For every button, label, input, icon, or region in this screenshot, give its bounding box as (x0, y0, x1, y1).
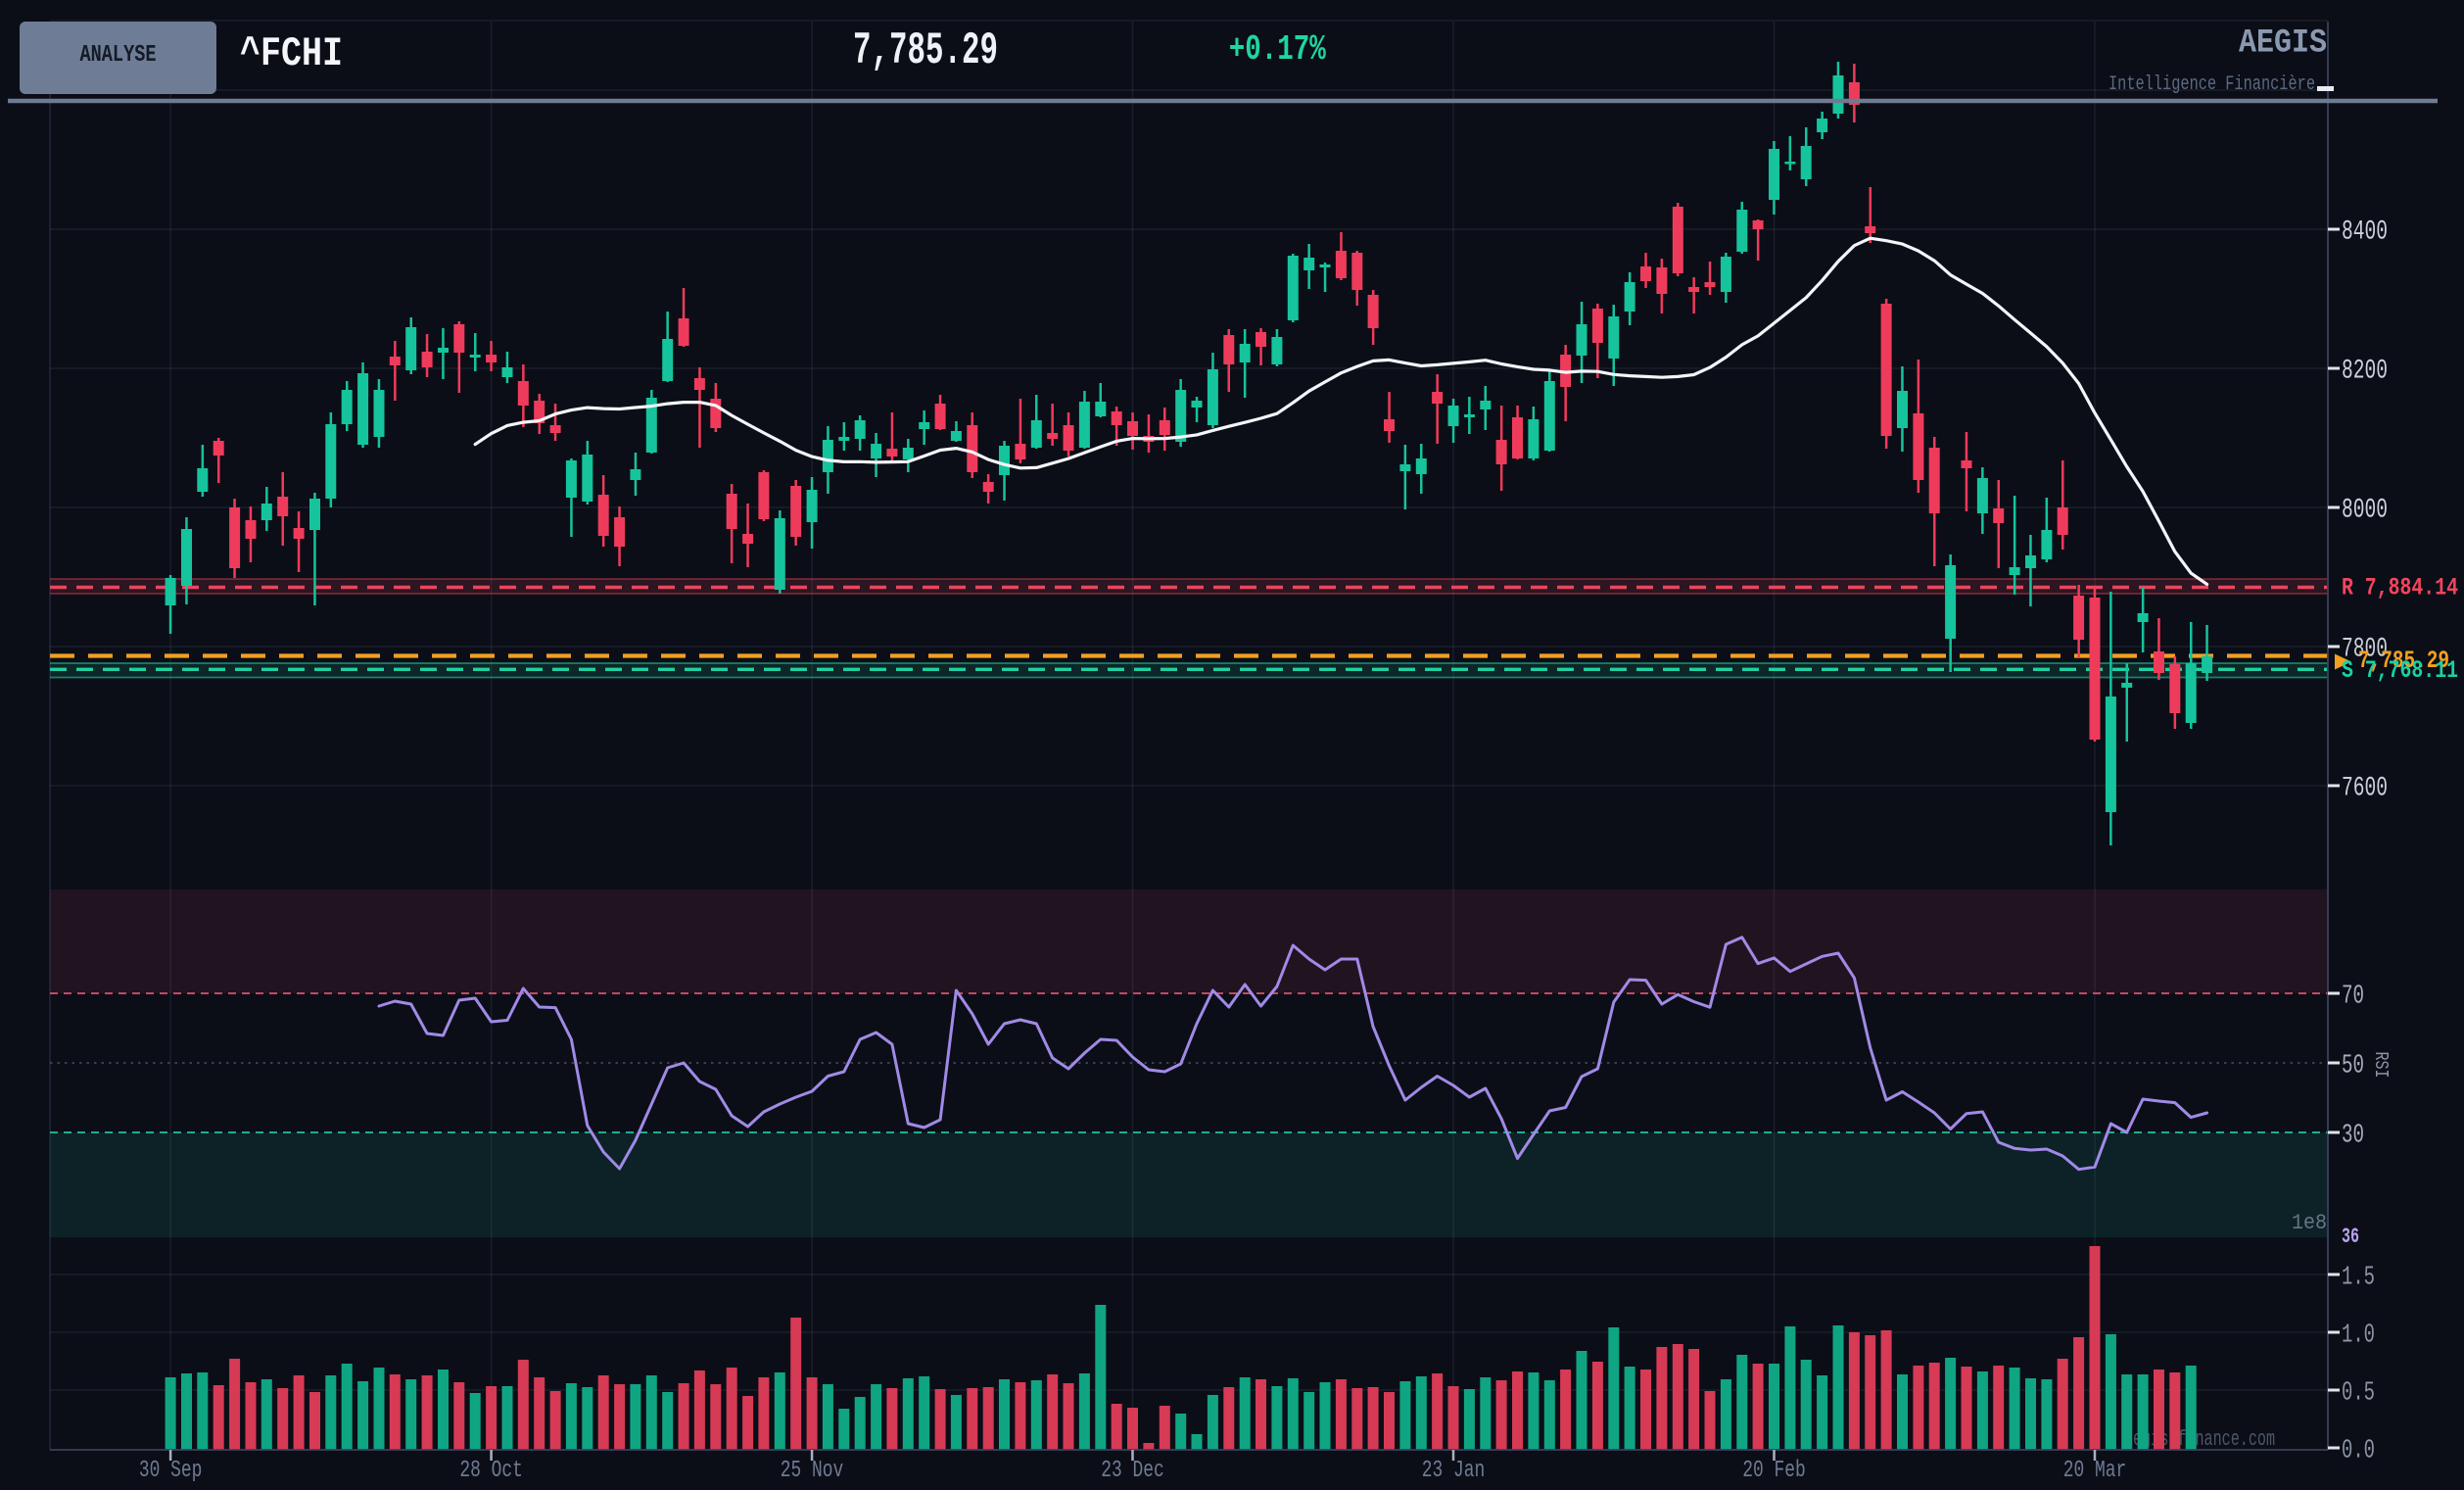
svg-text:7,785.29: 7,785.29 (853, 25, 998, 76)
svg-text:50: 50 (2342, 1052, 2364, 1081)
svg-text:0.0: 0.0 (2342, 1437, 2375, 1466)
svg-text:S 7,768.11: S 7,768.11 (2342, 656, 2458, 685)
svg-text:AEGIS: AEGIS (2239, 25, 2327, 63)
svg-text:1.0: 1.0 (2342, 1322, 2375, 1351)
svg-text:RSI: RSI (2370, 1052, 2392, 1079)
svg-text:7600: 7600 (2342, 774, 2388, 804)
svg-text:^FCHI: ^FCHI (240, 30, 343, 77)
svg-text:+0.17%: +0.17% (1229, 29, 1326, 70)
svg-text:20 Mar: 20 Mar (2063, 1458, 2127, 1484)
svg-text:23 Jan: 23 Jan (1422, 1458, 1486, 1484)
svg-text:70: 70 (2342, 983, 2364, 1012)
svg-text:8000: 8000 (2342, 496, 2388, 526)
svg-text:Intelligence Financière: Intelligence Financière (2109, 73, 2315, 96)
svg-text:30: 30 (2342, 1122, 2364, 1151)
svg-text:0.5: 0.5 (2342, 1379, 2375, 1409)
svg-text:36: 36 (2342, 1225, 2359, 1249)
svg-text:8200: 8200 (2342, 357, 2388, 387)
svg-text:8400: 8400 (2342, 217, 2388, 248)
svg-text:30 Sep: 30 Sep (139, 1458, 203, 1484)
svg-text:aegis-finance.com: aegis-finance.com (2124, 1427, 2275, 1452)
svg-text:7800: 7800 (2342, 635, 2388, 665)
svg-text:1e8: 1e8 (2292, 1211, 2327, 1235)
svg-text:ANALYSE: ANALYSE (80, 42, 157, 69)
svg-text:1.5: 1.5 (2342, 1264, 2375, 1293)
svg-text:28 Oct: 28 Oct (459, 1458, 523, 1484)
svg-text:20 Feb: 20 Feb (1742, 1458, 1806, 1484)
svg-text:25 Nov: 25 Nov (781, 1458, 844, 1484)
svg-text:R 7,884.14: R 7,884.14 (2342, 574, 2458, 602)
svg-text:7,785.29: 7,785.29 (2358, 647, 2449, 675)
svg-text:23 Dec: 23 Dec (1101, 1458, 1164, 1484)
